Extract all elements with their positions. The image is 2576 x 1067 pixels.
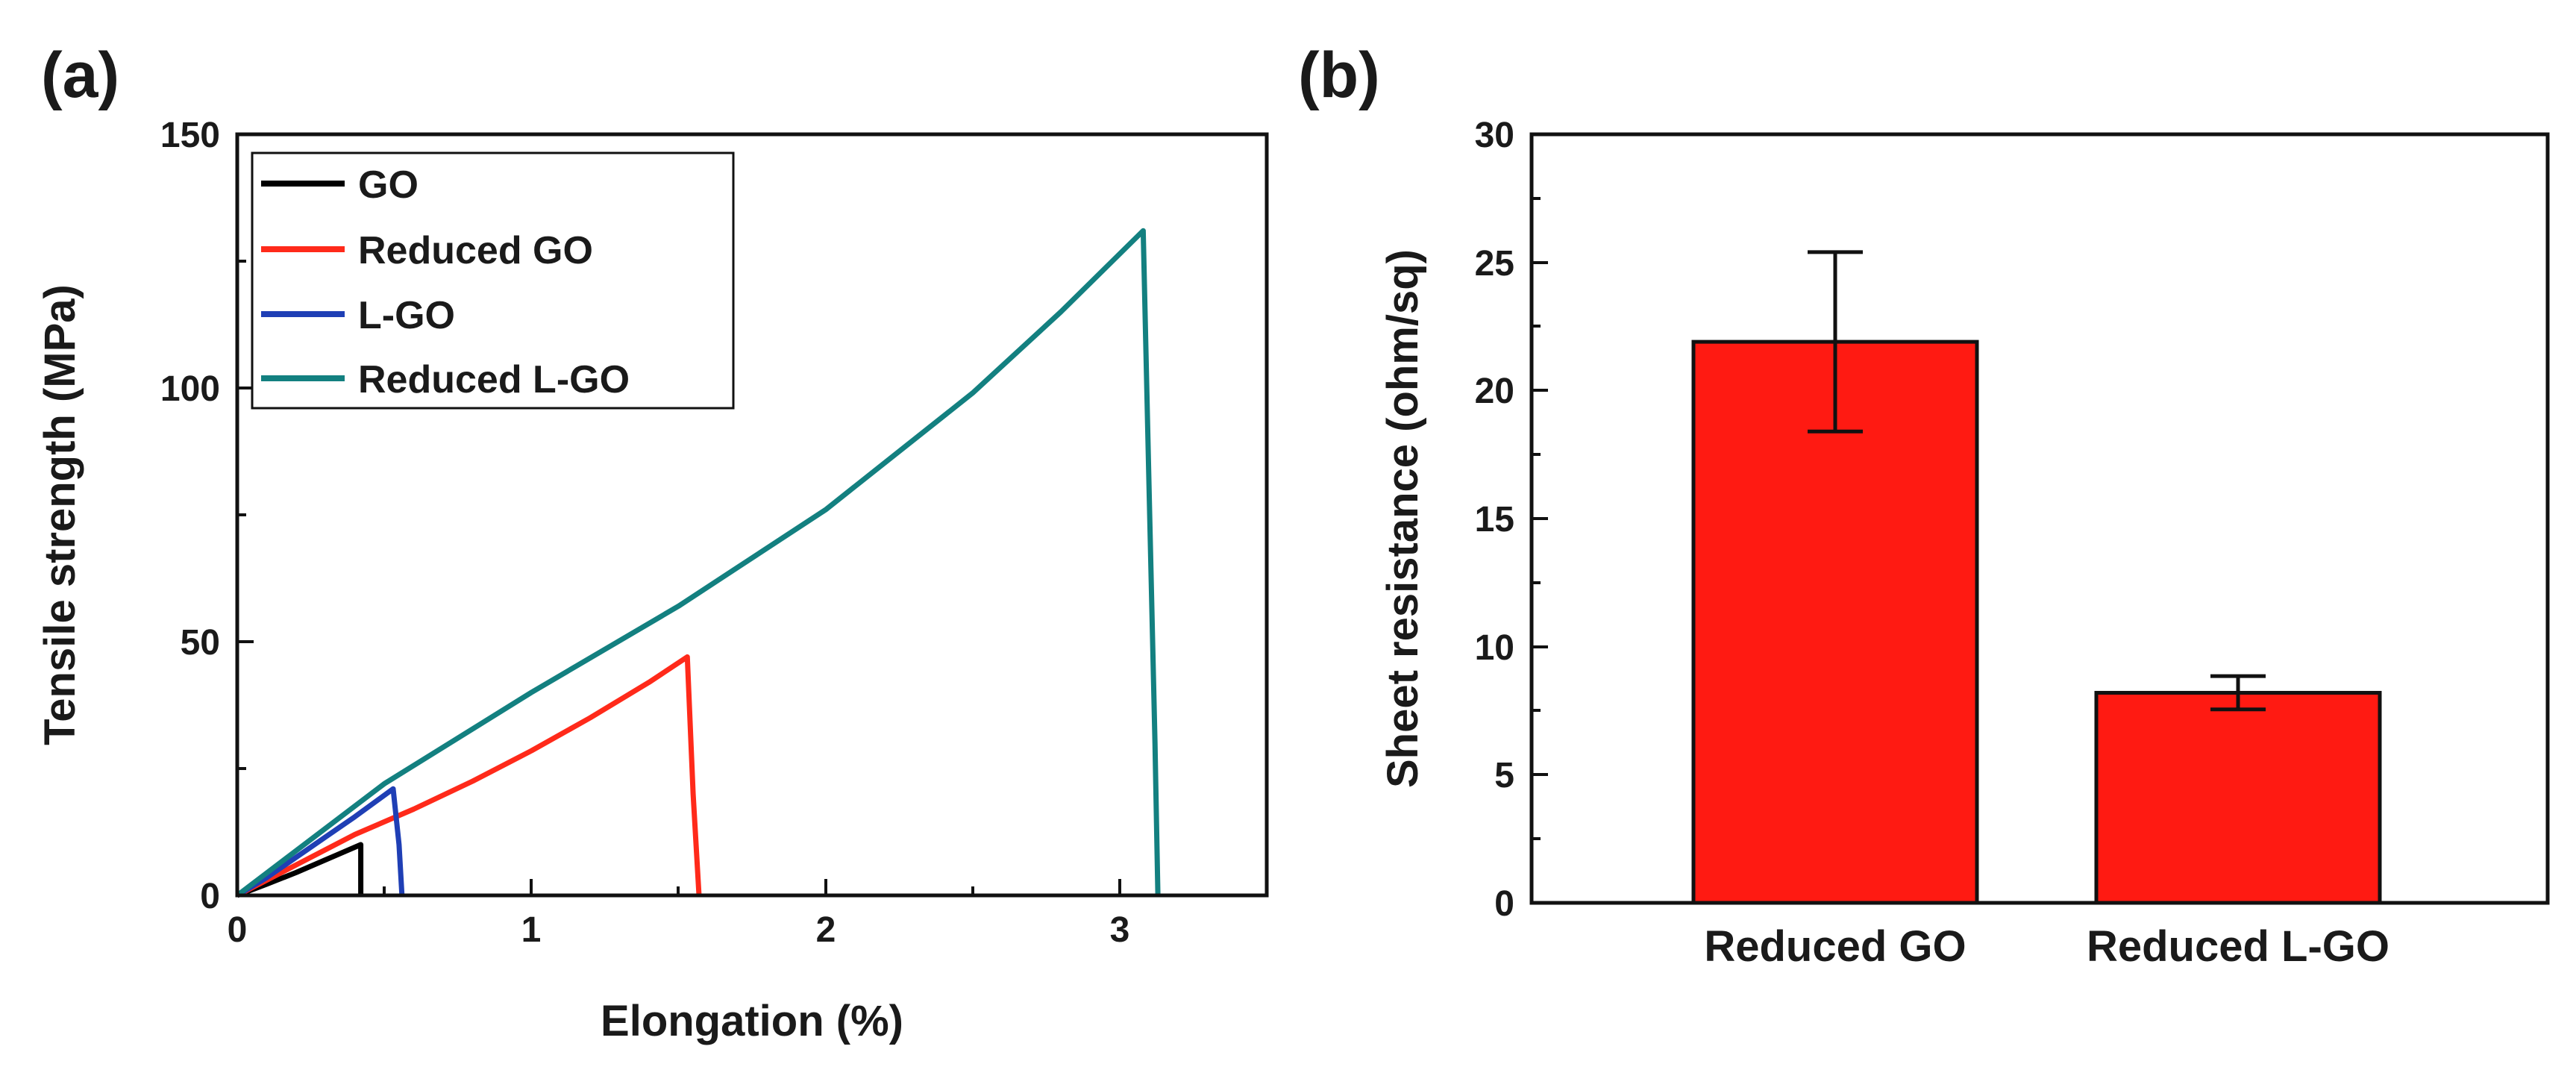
bar-reduced-l-go (2094, 690, 2382, 905)
panel-a-label: (a) (41, 40, 119, 111)
error-bar-reduced-go (1808, 250, 1863, 434)
series-line-go (236, 842, 364, 898)
legend-label-l-go: L-GO (358, 294, 455, 337)
x-tick-label-0: 0 (228, 910, 248, 950)
category-label-reduced-go: Reduced GO (1704, 922, 1966, 971)
y-tick-label-100: 100 (160, 369, 220, 409)
x-tick-label-1: 1 (521, 910, 542, 950)
legend-label-reduced-go: Reduced GO (358, 229, 593, 272)
legend-box (251, 151, 735, 410)
y-tick-label-0: 0 (200, 877, 220, 916)
panel-b-label: (b) (1298, 40, 1380, 111)
panel-a-y-axis-title: Tensile strength (MPa) (36, 284, 84, 745)
panel-b-y-tick-labels: 0 5 10 15 20 25 30 (1475, 116, 1514, 924)
series-line-reduced-l-go (235, 228, 1161, 898)
series-line-reduced-go (236, 654, 702, 898)
legend-label-reduced-l-go: Reduced L-GO (358, 358, 630, 401)
legend-label-go: GO (358, 163, 419, 207)
y-tick-label-50: 50 (181, 623, 220, 663)
b-y-tick-label-25: 25 (1475, 244, 1514, 284)
panel-a-y-ticks (237, 133, 254, 897)
b-y-tick-label-10: 10 (1475, 628, 1514, 668)
error-bar-reduced-l-go (2210, 674, 2266, 712)
b-y-tick-label-0: 0 (1494, 884, 1514, 924)
x-tick-label-2: 2 (816, 910, 836, 950)
panel-a-series-group (235, 228, 1161, 898)
b-y-tick-label-20: 20 (1475, 372, 1514, 411)
panel-a-x-tick-labels: 0 1 2 3 (228, 910, 1130, 950)
panel-b-y-ticks (1532, 133, 1548, 904)
series-line-l-go (236, 786, 405, 898)
panel-b-plot-frame (1529, 132, 2550, 905)
category-label-reduced-l-go: Reduced L-GO (2087, 922, 2389, 971)
x-tick-label-3: 3 (1110, 910, 1130, 950)
panel-a-x-axis-title: Elongation (%) (601, 997, 903, 1045)
b-y-tick-label-5: 5 (1494, 756, 1514, 795)
b-y-tick-label-30: 30 (1475, 116, 1514, 155)
panel-b-sheet-resistance-chart: (b) (1298, 40, 2550, 971)
b-y-tick-label-15: 15 (1475, 500, 1514, 539)
panel-a-tensile-chart: (a) 0 1 2 3 (36, 40, 1269, 1045)
panel-a-legend: GO Reduced GO L-GO Reduced L-GO (251, 151, 735, 410)
bar-reduced-go (1691, 340, 1979, 905)
panel-b-y-axis-title: Sheet resistance (ohm/sq) (1379, 249, 1427, 788)
panel-a-y-tick-labels: 0 50 100 150 (160, 116, 220, 916)
y-tick-label-150: 150 (160, 116, 220, 155)
panel-a-x-ticks (236, 879, 1121, 895)
